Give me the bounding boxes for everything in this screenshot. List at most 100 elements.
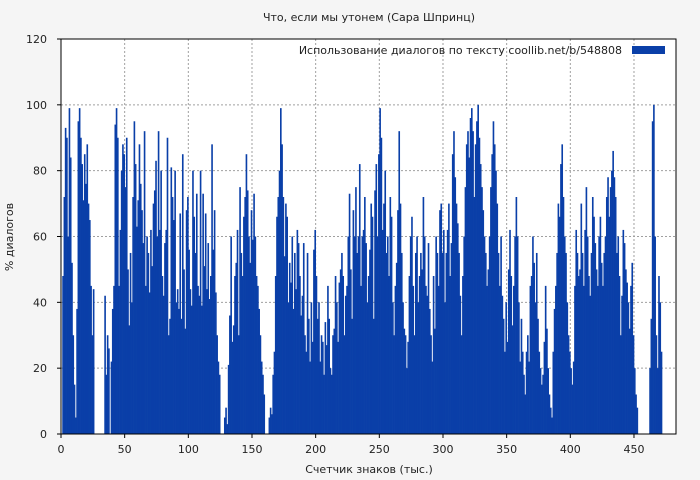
bar-series — [62, 104, 663, 435]
bar — [658, 276, 660, 434]
bar — [351, 318, 353, 434]
bar — [322, 341, 324, 434]
bar — [570, 368, 572, 434]
bar — [549, 407, 552, 434]
bar — [329, 368, 332, 434]
bar — [614, 197, 617, 434]
bar — [235, 262, 238, 434]
bar — [408, 276, 411, 434]
bar — [650, 318, 653, 434]
bar — [360, 285, 362, 435]
bar — [409, 236, 412, 434]
bar — [612, 150, 614, 435]
bar — [543, 341, 546, 434]
bar — [248, 236, 250, 434]
bar — [274, 276, 277, 434]
bar — [356, 252, 359, 434]
bar — [123, 154, 126, 434]
bar — [271, 414, 273, 434]
bar — [366, 302, 369, 434]
bar — [547, 368, 550, 434]
bar — [240, 252, 243, 434]
bar — [106, 335, 109, 434]
bar — [448, 203, 450, 434]
bar — [357, 236, 360, 434]
bar — [316, 318, 319, 434]
bar — [372, 318, 375, 434]
y-tick-label: 60 — [33, 231, 47, 244]
bar — [132, 197, 134, 434]
bar — [510, 276, 513, 434]
bar — [653, 104, 655, 434]
bar — [400, 252, 403, 434]
bar — [491, 154, 493, 434]
bar — [166, 137, 169, 434]
bar — [420, 252, 422, 434]
bar — [308, 318, 310, 434]
bar — [445, 252, 448, 434]
bar — [441, 252, 444, 434]
bar — [516, 236, 519, 434]
bar — [565, 252, 567, 434]
bar — [76, 308, 78, 434]
bar — [417, 302, 420, 434]
bar — [374, 190, 376, 434]
bar — [591, 197, 594, 434]
bar — [369, 249, 371, 434]
bar — [378, 154, 380, 434]
bar — [538, 351, 541, 434]
bar — [533, 262, 536, 434]
bar — [617, 236, 620, 434]
bar — [599, 216, 602, 434]
bar — [609, 187, 612, 435]
bar — [455, 203, 458, 434]
bar — [229, 315, 231, 434]
bar — [630, 285, 632, 435]
bar — [62, 276, 64, 434]
bar — [499, 285, 501, 435]
bar — [278, 170, 281, 435]
bar — [69, 157, 72, 434]
bar — [257, 285, 259, 435]
bar — [593, 216, 595, 434]
bar — [569, 351, 571, 434]
bar — [75, 417, 77, 434]
bar — [594, 243, 597, 434]
bar — [440, 203, 443, 434]
bar — [497, 252, 500, 434]
bar — [534, 302, 537, 434]
bar — [80, 137, 82, 434]
bar — [402, 302, 404, 434]
bar — [586, 236, 589, 434]
bar — [236, 229, 239, 434]
bar — [467, 131, 469, 435]
bar — [453, 131, 455, 435]
bar — [104, 295, 106, 434]
bar — [78, 108, 81, 435]
bar — [201, 305, 203, 435]
bar — [541, 384, 543, 435]
bar — [206, 289, 208, 434]
bar — [202, 193, 204, 434]
bar — [416, 236, 418, 434]
bar — [250, 210, 253, 434]
bar — [68, 108, 71, 435]
bar — [562, 197, 565, 434]
bar — [399, 203, 402, 434]
bar — [115, 108, 118, 435]
bar — [143, 131, 146, 435]
x-tick-label: 150 — [241, 443, 262, 456]
bar — [212, 249, 215, 434]
bar — [348, 193, 351, 434]
bar — [334, 276, 337, 434]
bar — [375, 164, 378, 434]
bar — [364, 197, 366, 434]
bar — [195, 193, 198, 434]
bar — [146, 236, 148, 434]
bar — [156, 236, 159, 434]
bar — [160, 170, 162, 435]
bar — [435, 236, 437, 434]
bar — [403, 328, 406, 434]
bar — [633, 368, 636, 434]
